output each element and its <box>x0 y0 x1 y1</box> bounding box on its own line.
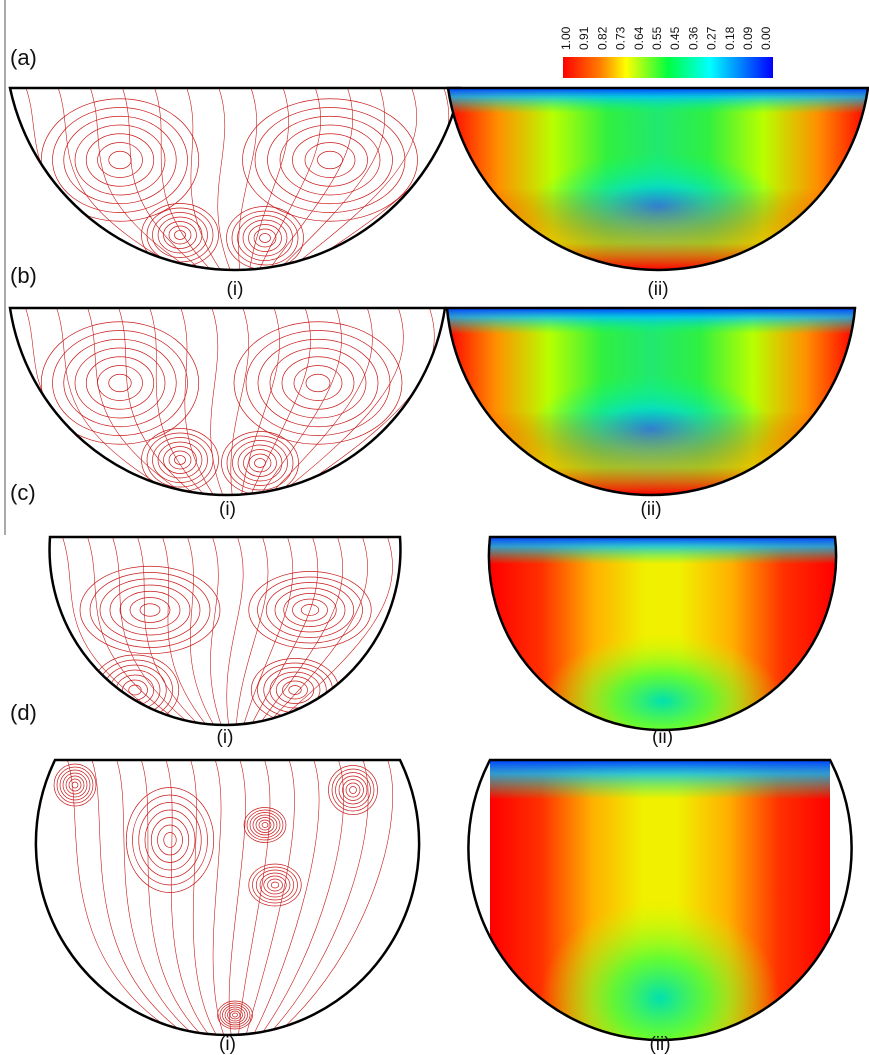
colorbar-tick-label: 0.00 <box>759 26 773 50</box>
colorbar-tick-label: 0.45 <box>668 26 682 50</box>
stream-bg <box>10 88 460 270</box>
streamlines <box>10 88 460 270</box>
panel-label: (d) <box>10 700 37 725</box>
caption: (ii) <box>640 499 661 520</box>
colorbar-tick-label: 0.55 <box>650 26 664 50</box>
colorbar-tick-label: 0.36 <box>686 26 700 50</box>
caption: (ii) <box>647 279 668 300</box>
colorbar-tick-label: 0.09 <box>741 26 755 50</box>
colorbar <box>563 57 773 78</box>
streamlines <box>50 537 400 725</box>
contour <box>448 88 868 270</box>
colorbar-tick-label: 0.18 <box>723 26 737 50</box>
figure: 1.00 0.91 0.82 0.73 0.64 0.55 0.45 0.36 0.27 0.18… <box>0 0 869 1055</box>
panel-label: (a) <box>10 45 37 70</box>
colorbar-tick-label: 0.27 <box>705 26 719 50</box>
caption: (i) <box>227 279 244 300</box>
contour <box>490 537 835 730</box>
colorbar-tick-label: 0.64 <box>632 26 646 50</box>
colorbar-tick-label: 0.91 <box>577 26 591 50</box>
caption: (i) <box>219 1034 236 1055</box>
panel-label: (b) <box>10 263 37 288</box>
contour <box>447 308 855 495</box>
contour-fill <box>490 537 835 730</box>
streamlines <box>10 308 445 495</box>
caption: (ii) <box>649 1034 670 1055</box>
caption: (i) <box>219 499 236 520</box>
colorbar-tick-label: 0.73 <box>614 26 628 50</box>
contour-fill <box>447 308 855 495</box>
stream-bg <box>50 537 400 725</box>
caption: (ii) <box>652 727 673 748</box>
panel-label: (c) <box>10 480 36 505</box>
caption: (i) <box>217 727 234 748</box>
contour-fill <box>448 88 868 270</box>
colorbar-tick-label: 0.82 <box>595 26 609 50</box>
colorbar-tick-label: 1.00 <box>559 26 573 50</box>
